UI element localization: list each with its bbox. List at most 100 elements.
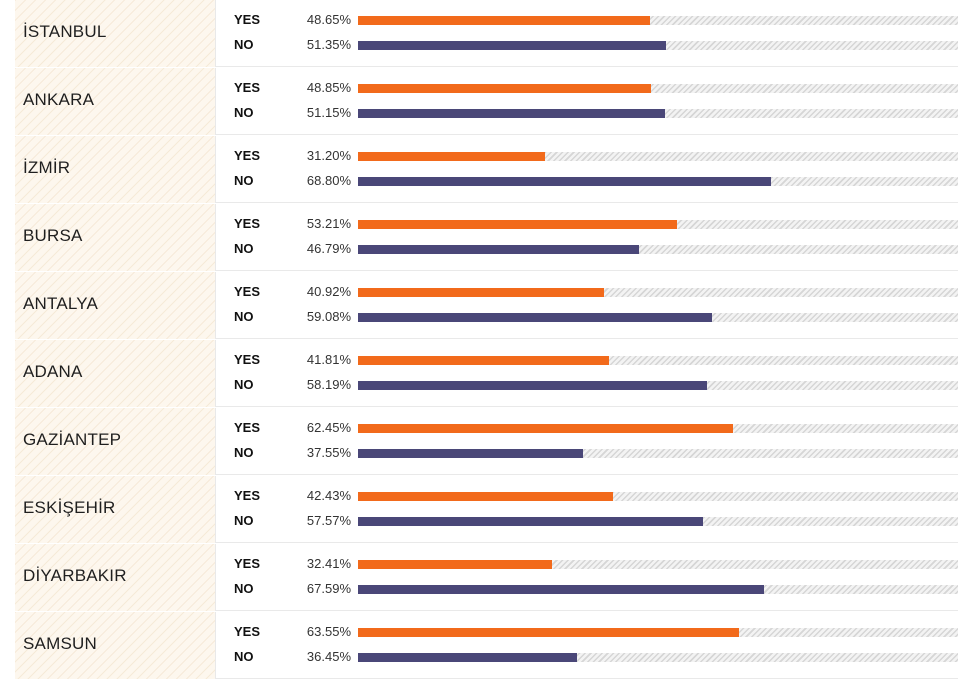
no-label: NO: [234, 173, 254, 188]
yes-label: YES: [234, 420, 261, 435]
yes-label: YES: [234, 556, 261, 571]
city-row: GAZİANTEP YES 62.45% NO 37.55%: [15, 408, 958, 475]
yes-bar-track: [358, 16, 958, 25]
yes-bar: [358, 492, 613, 501]
no-percentage: 67.59%: [306, 581, 351, 596]
no-line: NO 51.15%: [216, 103, 958, 123]
yes-bar: [358, 560, 553, 569]
no-line: NO 37.55%: [216, 443, 958, 463]
yes-percentage: 31.20%: [306, 148, 351, 163]
no-bar: [358, 517, 704, 526]
city-cell: İZMİR: [15, 136, 216, 203]
no-bar-track: [358, 653, 958, 662]
yes-label: YES: [234, 352, 261, 367]
yes-line: YES 31.20%: [216, 146, 958, 166]
results-table: İSTANBUL YES 48.65% NO 51.35% ANKARA YES 48.85%…: [15, 0, 958, 679]
no-bar: [358, 177, 771, 186]
yes-bar: [358, 152, 546, 161]
no-bar-track: [358, 381, 958, 390]
yes-line: YES 62.45%: [216, 418, 958, 438]
yes-percentage: 42.43%: [306, 488, 351, 503]
no-bar: [358, 313, 713, 322]
no-label: NO: [234, 581, 254, 596]
yes-bar-track: [358, 628, 958, 637]
no-percentage: 51.15%: [306, 105, 351, 120]
city-row: ADANA YES 41.81% NO 58.19%: [15, 340, 958, 407]
no-line: NO 59.08%: [216, 307, 958, 327]
city-cell: DİYARBAKIR: [15, 544, 216, 611]
yes-percentage: 48.85%: [306, 80, 351, 95]
yes-percentage: 63.55%: [306, 624, 351, 639]
no-percentage: 57.57%: [306, 513, 351, 528]
yes-label: YES: [234, 284, 261, 299]
no-percentage: 58.19%: [306, 377, 351, 392]
no-bar: [358, 381, 708, 390]
city-row: İSTANBUL YES 48.65% NO 51.35%: [15, 0, 958, 67]
yes-label: YES: [234, 488, 261, 503]
no-bar-track: [358, 245, 958, 254]
city-name: ANTALYA: [23, 294, 99, 313]
no-label: NO: [234, 513, 254, 528]
yes-line: YES 42.43%: [216, 486, 958, 506]
yes-line: YES 53.21%: [216, 214, 958, 234]
city-cell: İSTANBUL: [15, 0, 216, 67]
no-bar-track: [358, 585, 958, 594]
no-bar-track: [358, 449, 958, 458]
yes-bar: [358, 220, 678, 229]
yes-line: YES 41.81%: [216, 350, 958, 370]
no-bar: [358, 41, 667, 50]
city-cell: ADANA: [15, 340, 216, 407]
yes-bar-track: [358, 220, 958, 229]
yes-line: YES 40.92%: [216, 282, 958, 302]
city-cell: GAZİANTEP: [15, 408, 216, 475]
no-percentage: 59.08%: [306, 309, 351, 324]
yes-percentage: 40.92%: [306, 284, 351, 299]
yes-bar-track: [358, 152, 958, 161]
yes-percentage: 32.41%: [306, 556, 351, 571]
yes-line: YES 48.65%: [216, 10, 958, 30]
yes-bar: [358, 84, 652, 93]
no-bar-track: [358, 177, 958, 186]
no-label: NO: [234, 37, 254, 52]
no-line: NO 57.57%: [216, 511, 958, 531]
city-name: İSTANBUL: [23, 22, 107, 41]
city-row: BURSA YES 53.21% NO 46.79%: [15, 204, 958, 271]
yes-bar-track: [358, 492, 958, 501]
yes-percentage: 62.45%: [306, 420, 351, 435]
city-row: SAMSUN YES 63.55% NO 36.45%: [15, 612, 958, 679]
yes-bar: [358, 16, 650, 25]
city-row: DİYARBAKIR YES 32.41% NO 67.59%: [15, 544, 958, 611]
no-line: NO 36.45%: [216, 647, 958, 667]
yes-bar: [358, 424, 733, 433]
city-row: İZMİR YES 31.20% NO 68.80%: [15, 136, 958, 203]
city-row: ANKARA YES 48.85% NO 51.15%: [15, 68, 958, 135]
city-row: ESKİŞEHİR YES 42.43% NO 57.57%: [15, 476, 958, 543]
no-bar: [358, 245, 639, 254]
yes-bar-track: [358, 356, 958, 365]
yes-label: YES: [234, 216, 261, 231]
no-bar-track: [358, 313, 958, 322]
no-bar-track: [358, 517, 958, 526]
no-line: NO 51.35%: [216, 35, 958, 55]
yes-label: YES: [234, 12, 261, 27]
yes-line: YES 32.41%: [216, 554, 958, 574]
no-bar: [358, 449, 584, 458]
city-name: GAZİANTEP: [23, 430, 122, 449]
yes-line: YES 48.85%: [216, 78, 958, 98]
yes-label: YES: [234, 148, 261, 163]
city-name: BURSA: [23, 226, 83, 245]
no-label: NO: [234, 649, 254, 664]
no-bar: [358, 109, 665, 118]
no-line: NO 46.79%: [216, 239, 958, 259]
no-label: NO: [234, 377, 254, 392]
no-line: NO 67.59%: [216, 579, 958, 599]
no-bar-track: [358, 109, 958, 118]
no-percentage: 51.35%: [306, 37, 351, 52]
city-name: ANKARA: [23, 90, 95, 109]
city-cell: ANKARA: [15, 68, 216, 135]
yes-bar-track: [358, 288, 958, 297]
no-bar-track: [358, 41, 958, 50]
no-percentage: 46.79%: [306, 241, 351, 256]
no-percentage: 37.55%: [306, 445, 351, 460]
yes-bar-track: [358, 84, 958, 93]
